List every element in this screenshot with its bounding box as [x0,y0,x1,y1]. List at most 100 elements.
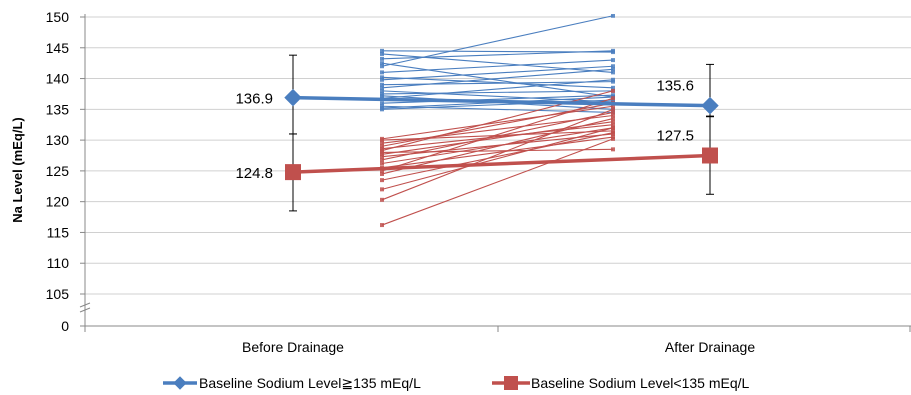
individual-point [380,157,384,162]
individual-point [380,61,384,66]
legend: Baseline Sodium Level≧135 mEq/L Baseline … [163,375,750,391]
individual-point [611,136,615,141]
individual-point [611,147,615,152]
individual-line [381,90,614,152]
individual-line [381,15,614,67]
individual-point [611,96,615,101]
legend-marker [504,376,518,390]
individual-line [381,111,614,161]
individual-point [380,141,384,146]
individual-point [380,171,384,176]
individual-line [381,136,614,169]
individual-line [381,132,614,181]
y-tick-label: 145 [46,40,70,56]
mean-label-after: 135.6 [656,78,694,95]
y-tick-label: 125 [46,163,70,179]
individual-line [381,108,614,201]
mean-marker [285,164,301,181]
y-axis-tick-labels: 0 105 110 115 120 125 130 135 140 145 150 [46,9,70,334]
individual-point [611,116,615,121]
individual-line [381,65,614,81]
individual-point [380,82,384,87]
individual-point [611,113,615,118]
individual-point [611,125,615,130]
individual-point [611,119,615,124]
individual-point [380,75,384,80]
individual-point [380,107,384,112]
legend-label: Baseline Sodium Level≧135 mEq/L [199,375,421,391]
mean-label-before: 136.9 [235,91,273,108]
individual-point [380,70,384,75]
individual-point [380,88,384,93]
individual-point [611,48,615,53]
individual-point [380,187,384,192]
individual-point [611,107,615,112]
y-tick-label: 0 [61,318,69,334]
individual-line [381,68,614,89]
individual-point [611,64,615,69]
individual-line [381,118,614,175]
y-axis-break-mark [79,302,91,313]
mean-marker [701,96,719,115]
individual-point [380,152,384,157]
individual-line [381,79,614,99]
individual-patient-lines [380,14,615,228]
y-tick-label: 115 [47,224,70,240]
individual-point [611,130,615,135]
individual-point [611,70,615,75]
x-axis-category-labels: Before Drainage After Drainage [242,339,755,355]
individual-point [611,77,615,82]
individual-point [380,51,384,56]
individual-point [380,56,384,61]
individual-line [381,127,614,165]
mean-label-before: 124.8 [235,165,273,182]
individual-line [381,59,614,73]
individual-point [380,154,384,159]
y-tick-label: 130 [46,132,70,148]
individual-line [381,76,614,89]
individual-line [381,127,614,190]
individual-point [611,14,615,18]
individual-point [611,85,615,90]
individual-point [380,197,384,202]
individual-point [380,161,384,166]
individual-line [381,121,614,155]
individual-line [381,94,614,104]
horizontal-gridlines [85,16,911,295]
individual-point [380,178,384,183]
individual-line [381,90,614,95]
mean-line [292,95,711,108]
legend-label: Baseline Sodium Level<135 mEq/L [531,375,750,391]
individual-line [381,97,614,172]
individual-point [611,88,615,93]
y-axis-title: Na Level (mEq/L) [10,117,25,222]
individual-line [381,105,614,140]
individual-point [611,67,615,72]
individual-point [380,101,384,106]
mean-marker [702,147,718,164]
x-category-label: Before Drainage [242,339,344,355]
individual-point [611,58,615,63]
individual-point [380,138,384,143]
mean-marker [284,88,302,107]
y-tick-label: 150 [46,9,70,25]
individual-point [380,223,384,228]
y-tick-label: 105 [46,286,70,302]
individual-point [380,93,384,98]
y-tick-label: 120 [46,194,70,210]
y-tick-label: 140 [46,71,70,87]
individual-point [380,77,384,82]
individual-point [380,48,384,53]
y-tick-label: 135 [46,101,70,117]
axes [79,14,911,332]
x-category-label: After Drainage [665,339,755,355]
mean-label-after: 127.5 [656,128,694,145]
individual-line [381,124,614,150]
individual-line [381,90,614,103]
individual-line [381,138,614,226]
individual-line [381,53,614,73]
individual-line [381,50,614,60]
mean-line [292,153,711,174]
y-tick-label: 110 [47,255,70,271]
